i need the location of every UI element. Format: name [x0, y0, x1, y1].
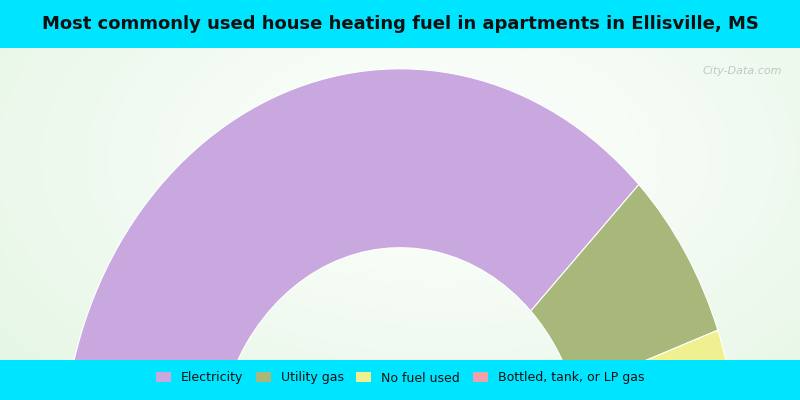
Wedge shape — [62, 69, 639, 400]
Wedge shape — [530, 184, 718, 391]
Legend: Electricity, Utility gas, No fuel used, Bottled, tank, or LP gas: Electricity, Utility gas, No fuel used, … — [151, 366, 649, 390]
Text: City-Data.com: City-Data.com — [702, 66, 782, 76]
Wedge shape — [574, 330, 735, 400]
Text: Most commonly used house heating fuel in apartments in Ellisville, MS: Most commonly used house heating fuel in… — [42, 15, 758, 33]
